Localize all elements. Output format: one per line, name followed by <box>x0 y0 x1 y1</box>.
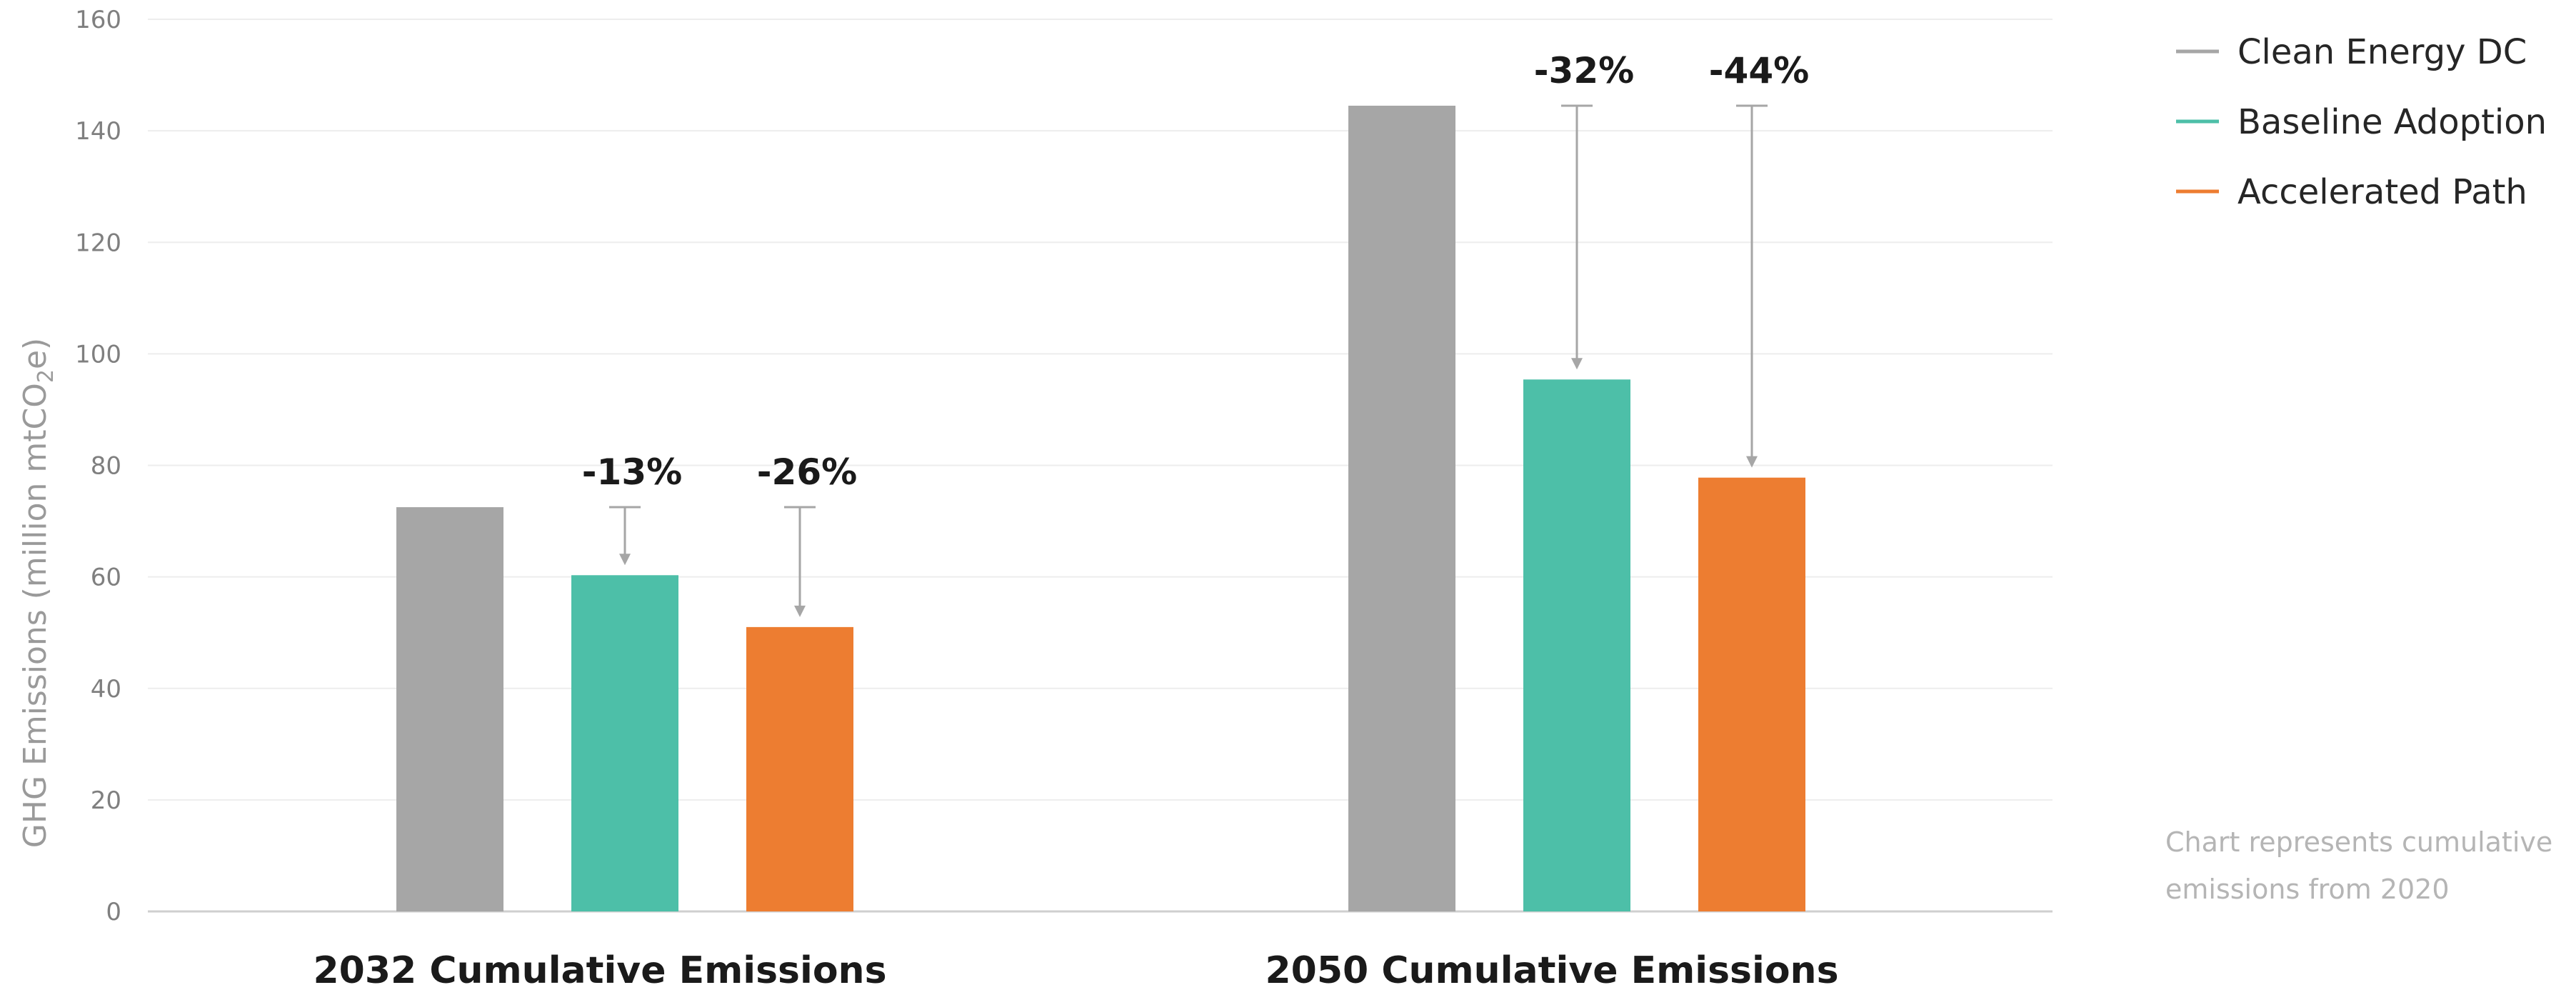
reduction-annotation: -26% <box>757 451 857 617</box>
category-label: 2032 Cumulative Emissions <box>313 949 886 990</box>
y-tick-label: 100 <box>75 340 121 369</box>
legend-item: Accelerated Path <box>2176 172 2527 212</box>
footnote-line: emissions from 2020 <box>2165 874 2450 905</box>
legend-label: Accelerated Path <box>2237 172 2527 212</box>
bar-baseline-adoption <box>1523 379 1630 911</box>
y-tick-label: 60 <box>91 564 121 592</box>
reduction-label: -26% <box>757 451 857 493</box>
category-labels: 2032 Cumulative Emissions 2050 Cumulative… <box>313 949 1838 990</box>
y-tick-label: 140 <box>75 117 121 146</box>
bar-baseline-adoption <box>571 575 678 911</box>
bar-accelerated-path <box>1698 477 1805 911</box>
bars <box>396 105 1805 912</box>
reduction-label: -13% <box>582 451 682 493</box>
arrow-head <box>619 554 631 566</box>
footnote: Chart represents cumulative emissions fr… <box>2165 826 2552 905</box>
footnote-line: Chart represents cumulative <box>2165 826 2552 858</box>
arrow-head <box>1571 358 1583 370</box>
category-label: 2050 Cumulative Emissions <box>1265 949 1838 990</box>
legend-label: Clean Energy DC <box>2237 32 2527 72</box>
y-tick-label: 80 <box>91 452 121 481</box>
legend-item: Clean Energy DC <box>2176 32 2527 72</box>
y-axis-ticks: 0 20 40 60 80 100 120 140 160 <box>75 6 121 926</box>
y-tick-label: 160 <box>75 6 121 34</box>
arrow-head <box>794 605 806 617</box>
legend-item: Baseline Adoption <box>2176 102 2547 142</box>
reduction-annotation: -32% <box>1534 50 1634 370</box>
reduction-arrows: -13% -26% -32% -44% <box>582 50 1809 617</box>
y-tick-label: 120 <box>75 229 121 257</box>
bar-accelerated-path <box>746 626 853 911</box>
y-tick-label: 40 <box>91 675 121 704</box>
y-axis-label: GHG Emissions (million mtCO2e) <box>17 338 59 848</box>
y-tick-label: 20 <box>91 786 121 815</box>
reduction-annotation: -44% <box>1709 50 1809 468</box>
bar-clean-energy-dc <box>396 507 503 911</box>
legend-label: Baseline Adoption <box>2237 102 2547 142</box>
arrow-head <box>1746 456 1758 468</box>
y-tick-label: 0 <box>106 898 121 926</box>
reduction-annotation: -13% <box>582 451 682 566</box>
legend: Clean Energy DC Baseline Adoption Accelera… <box>2176 32 2547 212</box>
bar-clean-energy-dc <box>1348 105 1455 912</box>
reduction-label: -32% <box>1534 50 1634 91</box>
reduction-label: -44% <box>1709 50 1809 91</box>
